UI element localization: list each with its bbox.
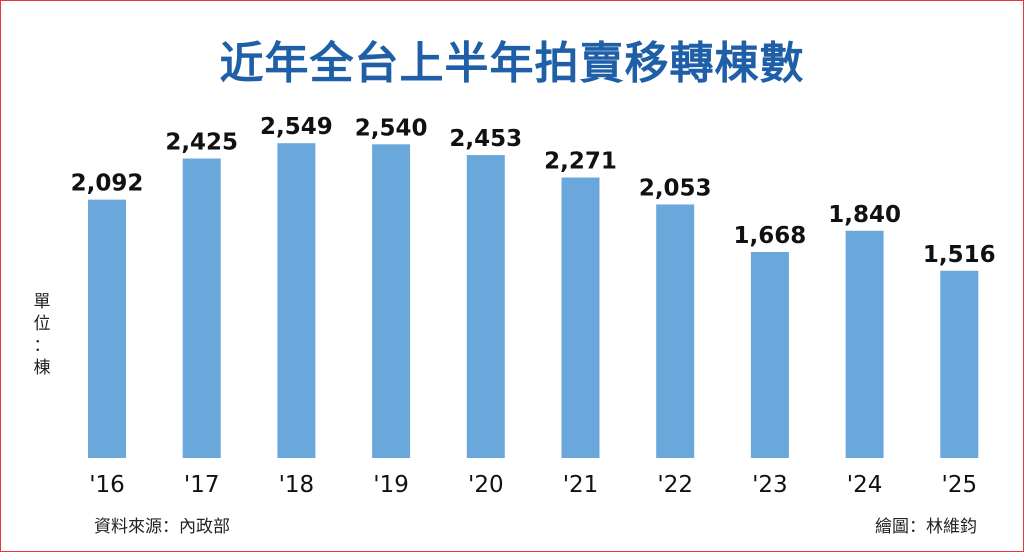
bar-6 [656, 204, 695, 458]
x-tick-label: '20 [468, 472, 504, 498]
credit-note: 繪圖：林維鈞 [875, 517, 977, 537]
x-tick-label: '23 [752, 472, 788, 498]
unit-label-char: ： [33, 336, 51, 356]
bar-3 [372, 144, 411, 458]
value-label: 2,425 [165, 130, 238, 156]
bar-4 [466, 155, 505, 458]
x-tick-label: '22 [657, 472, 693, 498]
x-tick-label: '16 [89, 472, 125, 498]
x-tick-label: '24 [847, 472, 883, 498]
value-label: 1,840 [828, 202, 901, 228]
value-label: 2,271 [544, 149, 617, 175]
x-tick-label: '18 [279, 472, 315, 498]
x-tick-label: '17 [184, 472, 220, 498]
x-tick-label: '21 [563, 472, 599, 498]
unit-label-char: 位 [33, 314, 51, 334]
bar-2 [277, 143, 316, 459]
unit-label: 單 位 ： 棟 [30, 291, 54, 379]
x-tick-label: '25 [942, 472, 978, 498]
bar-7 [750, 252, 789, 458]
value-label: 2,453 [449, 126, 522, 152]
bar-9 [940, 270, 979, 458]
value-label: 1,516 [923, 242, 996, 268]
x-tick-label: '19 [373, 472, 409, 498]
value-label: 1,668 [734, 223, 807, 249]
bar-0 [88, 199, 126, 458]
source-note: 資料來源：內政部 [94, 517, 230, 537]
bar-5 [561, 177, 600, 458]
bar-1 [182, 158, 221, 458]
unit-label-char: 棟 [33, 358, 51, 378]
chart-title: 近年全台上半年拍賣移轉棟數 [219, 38, 805, 89]
value-label: 2,540 [355, 115, 428, 141]
value-label: 2,549 [260, 114, 333, 140]
unit-label-char: 單 [33, 292, 51, 312]
value-label: 2,053 [639, 175, 712, 201]
bar-8 [845, 230, 884, 458]
value-label: 2,092 [71, 171, 144, 197]
